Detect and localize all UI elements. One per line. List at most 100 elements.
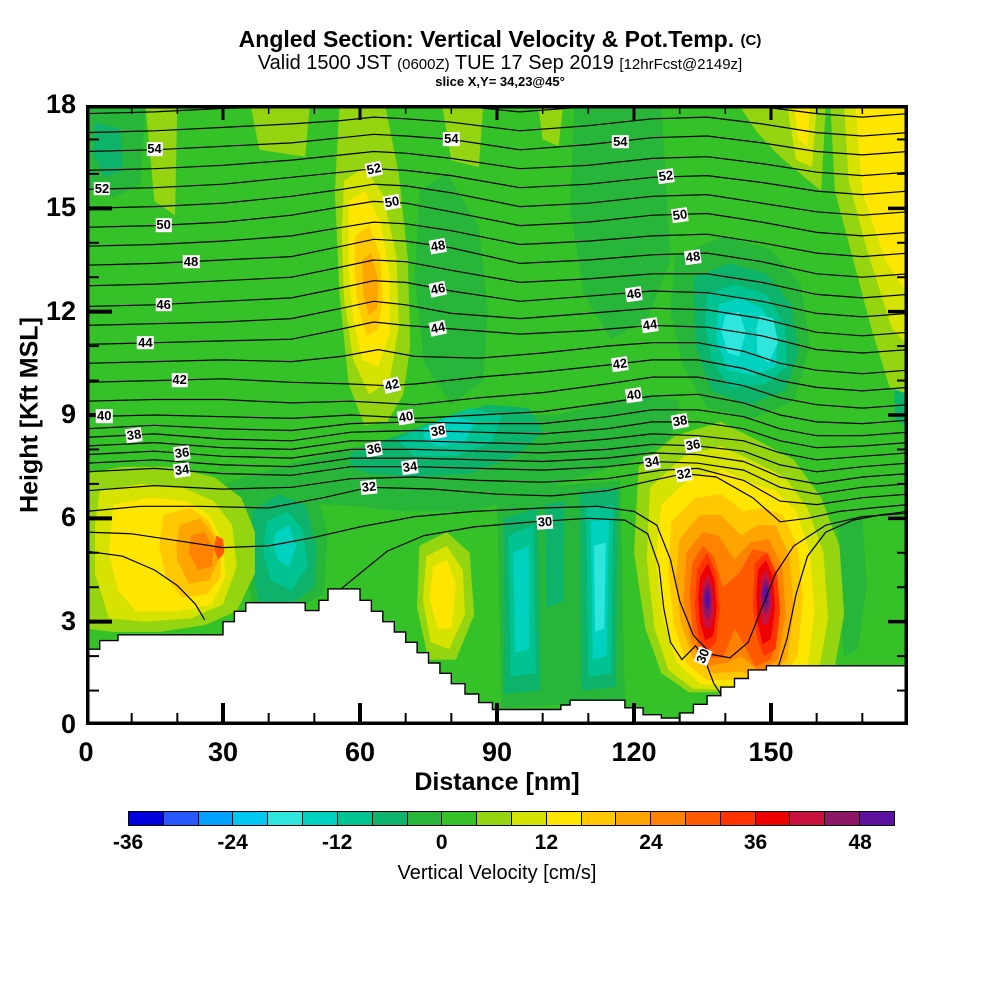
isoline-31 bbox=[86, 505, 908, 659]
colorbar-cell bbox=[616, 812, 652, 825]
velocity-fill-region bbox=[704, 588, 711, 612]
isoline-label: 32 bbox=[360, 478, 379, 496]
y-tick-label: 0 bbox=[60, 708, 76, 739]
colorbar-tick-label: 36 bbox=[743, 831, 768, 854]
x-tick-label: 60 bbox=[344, 737, 376, 767]
colorbar-cell bbox=[755, 812, 791, 825]
colorbar-cell bbox=[686, 812, 721, 825]
isoline-54 bbox=[86, 133, 908, 156]
isoline-36 bbox=[86, 443, 908, 473]
y-tick-label: 18 bbox=[45, 88, 76, 119]
valid-time: Valid 1500 JST bbox=[257, 52, 392, 75]
x-tick-label: 150 bbox=[748, 737, 794, 767]
isoline-label: 52 bbox=[364, 159, 384, 178]
isoline-38 bbox=[86, 421, 908, 449]
isoline-label: 36 bbox=[684, 436, 703, 454]
isoline-53 bbox=[86, 150, 908, 177]
colorbar-cell bbox=[651, 812, 686, 825]
velocity-fill-region bbox=[837, 514, 867, 657]
isoline-49 bbox=[86, 221, 908, 258]
colorbar bbox=[128, 811, 895, 826]
slice-info: slice X,Y= 34,23@45° bbox=[435, 74, 565, 90]
isoline-label: 52 bbox=[656, 167, 676, 185]
isoline-label: 48 bbox=[684, 247, 703, 265]
chart-title-text: Angled Section: Vertical Velocity & Pot.… bbox=[238, 26, 735, 52]
isoline-51 bbox=[86, 183, 908, 216]
velocity-fill-region bbox=[756, 315, 778, 364]
colorbar-cell bbox=[825, 812, 861, 825]
colorbar-cell bbox=[268, 812, 304, 825]
colorbar-tick-label: 24 bbox=[639, 831, 663, 854]
isoline-label: 34 bbox=[642, 452, 662, 471]
valid-time-utc: (0600Z) bbox=[397, 56, 450, 74]
isoline-label: 46 bbox=[624, 285, 644, 303]
isoline-46 bbox=[86, 280, 908, 318]
colorbar-cell bbox=[790, 812, 826, 825]
contour-plot-canvas bbox=[86, 105, 908, 725]
isoline-label: 48 bbox=[182, 253, 200, 269]
isoline-label: 40 bbox=[624, 386, 644, 404]
colorbar-cell bbox=[129, 812, 164, 825]
isoline-label: 38 bbox=[124, 426, 144, 444]
colorbar-cell bbox=[860, 812, 894, 825]
colorbar-tick-label: -12 bbox=[321, 831, 353, 854]
y-tick-label: 6 bbox=[60, 502, 76, 533]
isoline-label: 34 bbox=[172, 461, 191, 479]
x-tick-label: 120 bbox=[611, 737, 657, 767]
isoline-label: 32 bbox=[674, 464, 694, 482]
colorbar-tick-label: 0 bbox=[435, 831, 448, 854]
isoline-48 bbox=[86, 238, 908, 278]
chart-subtitle: Valid 1500 JST (0600Z) TUE 17 Sep 2019 [… bbox=[0, 52, 1000, 75]
isoline-33 bbox=[86, 467, 908, 506]
isoline-43 bbox=[86, 342, 908, 375]
isoline-42 bbox=[86, 359, 908, 392]
isoline-label: 54 bbox=[146, 141, 163, 157]
colorbar-cell bbox=[546, 812, 582, 825]
colorbar-cell bbox=[303, 812, 338, 825]
colorbar-cell bbox=[511, 812, 547, 825]
colorbar-cell bbox=[198, 812, 234, 825]
colorbar-cell bbox=[163, 812, 199, 825]
y-tick-label: 3 bbox=[60, 605, 76, 636]
isoline-label: 44 bbox=[640, 315, 660, 333]
isoline-39 bbox=[86, 409, 908, 437]
isoline-34 bbox=[86, 460, 908, 495]
isoline-label: 44 bbox=[137, 334, 154, 350]
velocity-fill-region bbox=[793, 105, 810, 147]
isoline-label: 30 bbox=[536, 513, 554, 530]
chart-title: Angled Section: Vertical Velocity & Pot.… bbox=[0, 26, 1000, 52]
contour-plot: 54 54 54 52 52 52 50 50 50 48 48 48 46 46 46 44 44 44 42 42… bbox=[86, 105, 908, 725]
forecast-info: [12hrFcst@2149z] bbox=[619, 56, 743, 74]
velocity-fill-region bbox=[273, 525, 297, 567]
valid-date: TUE 17 Sep 2019 bbox=[454, 52, 614, 75]
y-tick-label: 12 bbox=[45, 295, 76, 326]
colorbar-title: Vertical Velocity [cm/s] bbox=[397, 862, 597, 884]
colorbar-cell bbox=[477, 812, 512, 825]
isoline-44 bbox=[86, 321, 908, 354]
isoline-45 bbox=[86, 300, 908, 337]
isoline-label: 42 bbox=[171, 372, 188, 388]
isoline-52 bbox=[86, 168, 908, 196]
x-tick-label: 90 bbox=[481, 737, 513, 767]
colorbar-tick-label: -24 bbox=[217, 831, 248, 854]
velocity-fill-region bbox=[721, 311, 746, 357]
isoline-label: 54 bbox=[443, 131, 460, 147]
velocity-fill-region bbox=[188, 532, 214, 570]
isoline-label: 48 bbox=[428, 237, 447, 255]
isoline-47 bbox=[86, 259, 908, 299]
colorbar-tick-label: 48 bbox=[848, 831, 872, 854]
x-tick-label: 0 bbox=[78, 737, 94, 767]
colorbar-tick-label: 12 bbox=[534, 831, 559, 854]
isoline-50 bbox=[86, 200, 908, 237]
colorbar-cell bbox=[442, 812, 478, 825]
plot-frame bbox=[86, 105, 908, 725]
isoline-55 bbox=[86, 116, 908, 137]
isoline-41 bbox=[86, 376, 908, 409]
velocity-fill-region bbox=[513, 545, 529, 653]
isoline-32 bbox=[86, 472, 908, 523]
colorbar-cell bbox=[581, 812, 617, 825]
isoline-37 bbox=[86, 433, 908, 461]
colorbar-cell bbox=[407, 812, 443, 825]
velocity-fill-region bbox=[414, 173, 488, 405]
